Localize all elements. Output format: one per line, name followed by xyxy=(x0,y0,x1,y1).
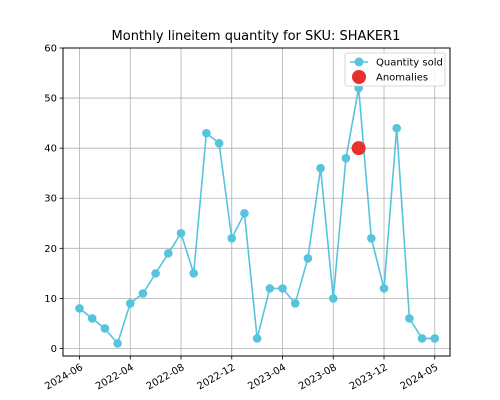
data-point xyxy=(252,334,262,343)
legend-marker-quantity xyxy=(354,57,364,67)
data-point xyxy=(87,314,97,323)
y-tick-label-0: 0 xyxy=(51,344,57,355)
data-point xyxy=(176,229,186,238)
x-tick-label-2: 2022-08 xyxy=(145,362,187,392)
anomaly-point xyxy=(351,141,366,156)
data-point xyxy=(151,269,160,278)
y-tick-label-1: 10 xyxy=(44,294,57,305)
data-point xyxy=(113,339,122,348)
series-layer xyxy=(75,83,440,348)
legend: Quantity sold Anomalies xyxy=(344,52,446,87)
data-point xyxy=(316,163,325,173)
data-point xyxy=(265,284,275,293)
data-point xyxy=(240,208,249,218)
legend-label-anomalies: Anomalies xyxy=(376,73,428,84)
plot-frame xyxy=(62,47,451,357)
data-point xyxy=(430,334,440,343)
x-tick-label-3: 2022-12 xyxy=(196,362,238,392)
data-point xyxy=(189,269,198,278)
data-point xyxy=(100,324,110,333)
x-tick-label-6: 2023-12 xyxy=(348,362,390,392)
y-tick-label-4: 40 xyxy=(44,144,57,155)
legend-label-quantity: Quantity sold xyxy=(376,58,443,69)
data-point xyxy=(125,299,135,308)
x-tick-label-0: 2024-06 xyxy=(43,362,85,392)
x-tick-label-5: 2023-08 xyxy=(297,362,339,392)
data-point xyxy=(392,123,402,133)
data-point xyxy=(202,128,211,138)
data-point xyxy=(75,304,84,313)
x-tick-label-7: 2024-05 xyxy=(399,362,441,392)
x-tick-label-4: 2023-04 xyxy=(246,362,288,392)
data-point xyxy=(405,314,414,323)
data-point xyxy=(290,299,300,308)
data-point xyxy=(328,294,338,303)
data-point xyxy=(138,289,148,298)
data-point xyxy=(303,254,313,263)
x-tick-label-1: 2022-04 xyxy=(94,362,136,392)
legend-marker-anomalies xyxy=(352,70,366,84)
data-point xyxy=(214,138,224,148)
data-point xyxy=(227,234,237,243)
y-tick-label-3: 30 xyxy=(44,194,57,205)
y-tick-label-2: 20 xyxy=(44,244,57,255)
data-point xyxy=(417,334,427,343)
data-point xyxy=(278,284,287,293)
data-point xyxy=(367,234,376,243)
chart-title: Monthly lineitem quantity for SKU: SHAKE… xyxy=(112,29,401,44)
y-tick-label-5: 50 xyxy=(44,94,57,105)
data-point xyxy=(164,249,173,258)
data-point xyxy=(341,153,351,163)
legend-box xyxy=(344,52,446,87)
y-tick-label-6: 60 xyxy=(44,44,57,55)
grid-lines xyxy=(63,47,450,356)
data-point xyxy=(379,284,389,293)
